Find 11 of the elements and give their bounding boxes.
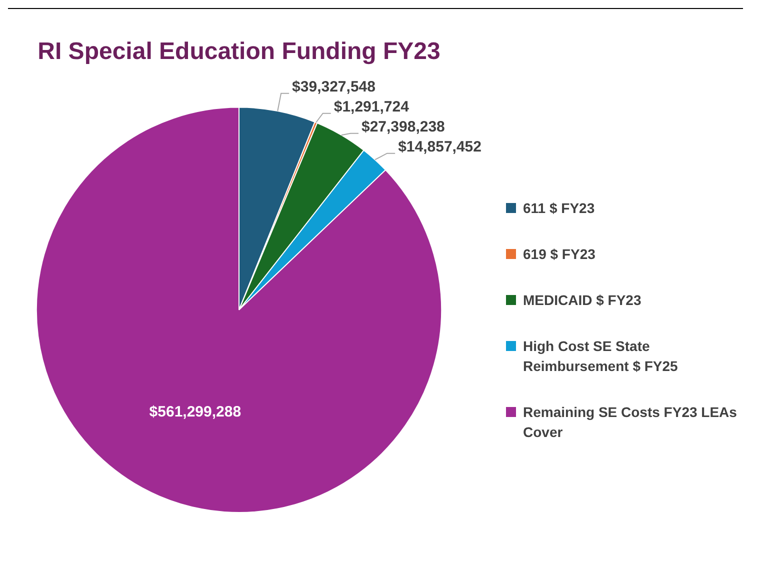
legend-label: High Cost SE State Reimbursement $ FY25	[523, 337, 679, 376]
data-label: $27,398,238	[361, 118, 445, 136]
legend-label: Remaining SE Costs FY23 LEAs Cover	[523, 403, 738, 442]
data-label: $39,327,548	[292, 78, 376, 96]
data-label: $14,857,452	[398, 138, 482, 156]
legend-label: 611 $ FY23	[523, 199, 595, 218]
data-label: $561,299,288	[149, 403, 242, 420]
chart-title: RI Special Education Funding FY23	[38, 38, 440, 66]
data-label: $1,291,724	[334, 98, 410, 116]
legend-label: 619 $ FY23	[523, 245, 596, 264]
legend-label: MEDICAID $ FY23	[523, 291, 642, 310]
